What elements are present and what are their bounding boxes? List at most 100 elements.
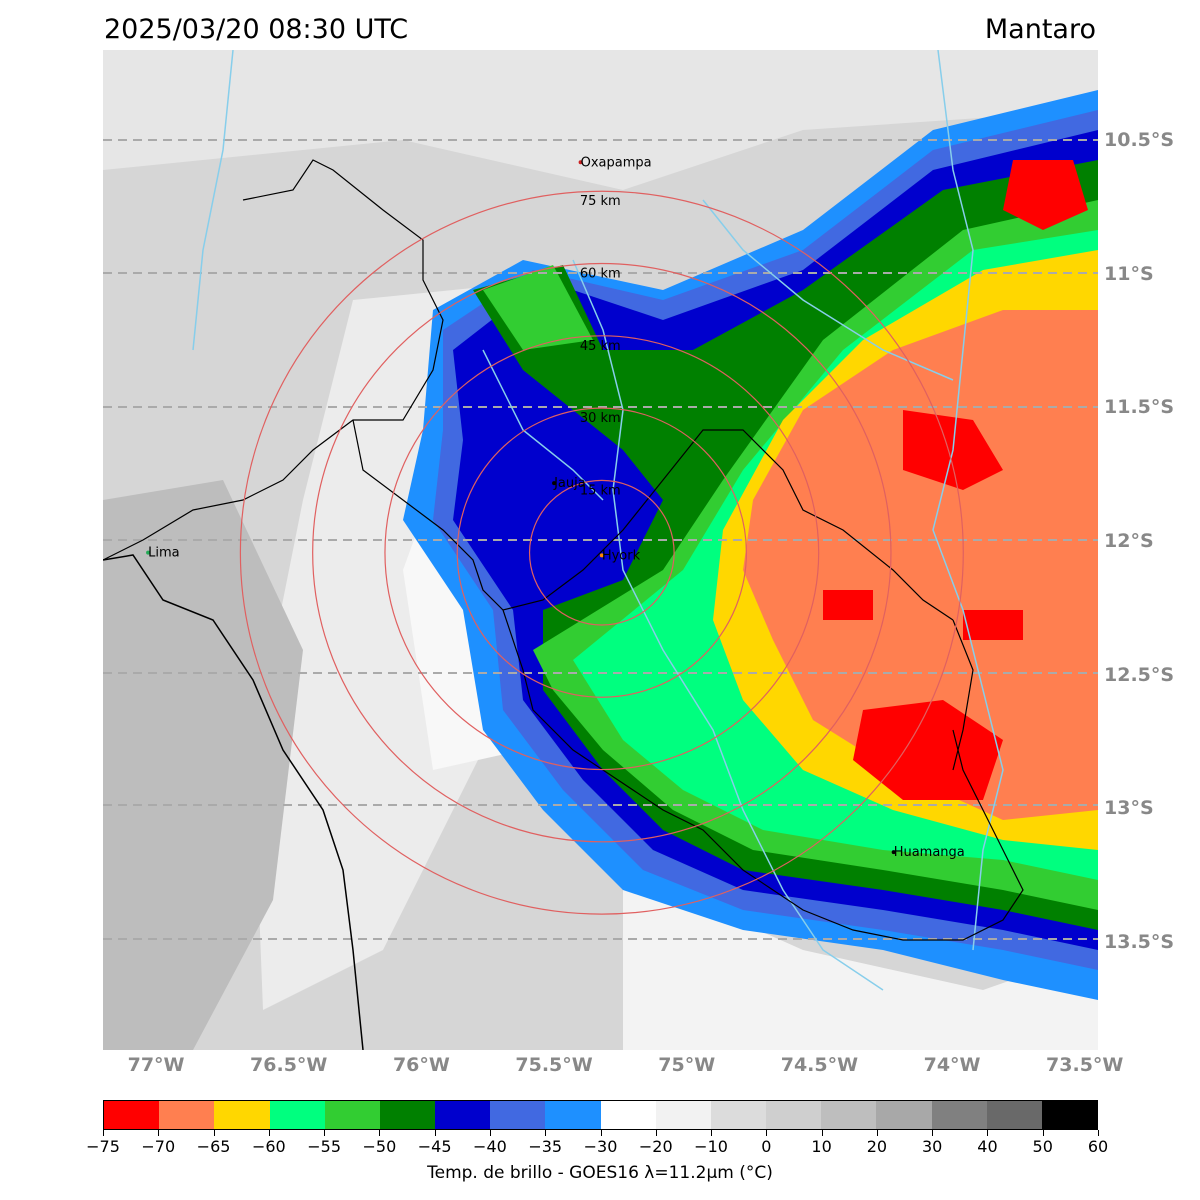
colorbar-tick (213, 1130, 215, 1136)
colorbar-tick-label: −70 (141, 1137, 176, 1156)
colorbar-segment (379, 1101, 436, 1129)
colorbar-segment (104, 1101, 160, 1129)
city-label: Hyork (602, 548, 641, 563)
colorbar-tick-label: −30 (583, 1137, 618, 1156)
colorbar-segment (1041, 1101, 1098, 1129)
colorbar-tick-label: −10 (694, 1137, 728, 1156)
colorbar-tick (434, 1130, 436, 1136)
lat-label: 13°S (1104, 797, 1154, 820)
lon-label: 76.5°W (250, 1054, 328, 1076)
lat-label: 10.5°S (1104, 128, 1175, 151)
river-mantaro (572, 259, 884, 991)
colorbar-tick (545, 1130, 547, 1136)
city-label: Lima (148, 546, 179, 561)
colorbar-tick-label: 50 (1032, 1137, 1053, 1156)
range-ring-label: 45 km (580, 339, 621, 354)
colorbar-tick-label: −60 (251, 1137, 286, 1156)
range-ring (312, 262, 892, 843)
boundaries (103, 159, 1024, 941)
colorbar-segment (986, 1101, 1042, 1129)
colorbar-tick-label: −20 (638, 1137, 673, 1156)
colorbar-segment (324, 1101, 380, 1129)
lon-label: 75.5°W (515, 1054, 593, 1076)
river-tributary (482, 349, 604, 501)
range-ring (528, 479, 675, 626)
lon-label: 75°W (658, 1054, 716, 1076)
colorbar (103, 1100, 1098, 1130)
colorbar-tick (766, 1130, 768, 1136)
colorbar-tick-label: 40 (977, 1137, 998, 1156)
colorbar-segment (159, 1101, 215, 1129)
colorbar-tick (821, 1130, 823, 1136)
river-ene (702, 199, 954, 381)
colorbar-tick-label: −55 (307, 1137, 341, 1156)
dark-area-southwest (103, 480, 303, 1050)
colorbar-segment (435, 1101, 491, 1129)
cold-core-5 (963, 610, 1023, 640)
satellite-map: 15 km 30 km 45 km 60 km 75 km Oxapampa Lima Ja… (103, 50, 1098, 1050)
colorbar-tick-label: 30 (921, 1137, 943, 1156)
colorbar-tick-label: 0 (761, 1137, 772, 1156)
city-marker (578, 160, 583, 165)
cold-core-3 (823, 590, 873, 620)
range-ring (456, 407, 748, 698)
colorbar-segment (600, 1101, 656, 1129)
colorbar-segment (655, 1101, 711, 1129)
colorbar-tick (987, 1130, 989, 1136)
river-apurimac (932, 50, 1004, 951)
lon-label: 73.5°W (1046, 1054, 1124, 1076)
colorbar-tick-label: 20 (866, 1137, 888, 1156)
colorbar-tick (268, 1130, 270, 1136)
boundary-huancavelica (502, 609, 1024, 941)
colorbar-tick (932, 1130, 934, 1136)
colorbar-tick-label: −45 (417, 1137, 452, 1156)
lat-label: 13.5°S (1104, 931, 1175, 954)
colorbar-tick (489, 1130, 491, 1136)
boundary-junin (352, 419, 954, 621)
lon-label: 74.5°W (780, 1054, 859, 1076)
colorbar-segment (214, 1101, 270, 1129)
city-marker (891, 850, 896, 855)
city-label: Jauja (553, 476, 586, 491)
lat-label: 12°S (1104, 529, 1154, 552)
lon-label: 76°W (392, 1054, 450, 1076)
colorbar-tick (158, 1130, 160, 1136)
lat-label: 12.5°S (1104, 663, 1175, 686)
cloud-patch-minus55 (483, 265, 593, 350)
river-northwest (192, 50, 234, 351)
city-markers: Oxapampa Lima Jauja Huamanga Hyork (146, 155, 965, 860)
region-title: Mantaro (984, 14, 1096, 45)
colorbar-segment (931, 1101, 987, 1129)
colorbar-tick (876, 1130, 878, 1136)
city-label: Oxapampa (581, 155, 652, 170)
colorbar-tick-label: −65 (196, 1137, 231, 1156)
colorbar-tick-label: 10 (811, 1137, 832, 1156)
latitude-gridlines (103, 139, 1098, 940)
range-rings: 15 km 30 km 45 km 60 km 75 km (239, 190, 964, 915)
boundary-lima-north (103, 159, 444, 561)
city-marker (146, 550, 151, 555)
colorbar-tick (379, 1130, 381, 1136)
lat-label: 11°S (1104, 262, 1154, 285)
city-marker (599, 553, 604, 558)
range-ring-label: 30 km (580, 411, 621, 426)
colorbar-segment (710, 1101, 767, 1129)
white-cloud-area-south (623, 870, 1098, 1050)
range-ring (239, 190, 964, 915)
colorbar-tick (600, 1130, 602, 1136)
colorbar-tick-label: −50 (362, 1137, 397, 1156)
range-ring-label: 75 km (580, 194, 621, 209)
colorbar-segment (821, 1101, 877, 1129)
colorbar-tick (103, 1130, 104, 1136)
range-ring-label: 15 km (580, 483, 621, 498)
cloud-layer-minus70 (743, 310, 1098, 820)
colorbar-tick-label: 60 (1087, 1137, 1109, 1156)
city-label: Huamanga (894, 845, 965, 860)
lon-label: 77°W (127, 1054, 185, 1076)
colorbar-tick (711, 1130, 713, 1136)
range-ring (384, 335, 820, 771)
colorbar-tick-label: −40 (473, 1137, 507, 1156)
colorbar-segment (876, 1101, 932, 1129)
colorbar-segment (490, 1101, 546, 1129)
lat-label: 11.5°S (1104, 396, 1175, 419)
